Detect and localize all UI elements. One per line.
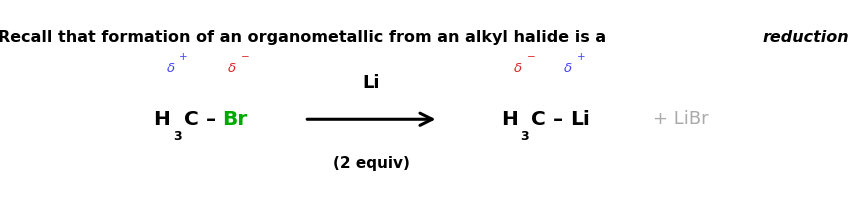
Text: –: –	[553, 110, 563, 129]
Text: (2 equiv): (2 equiv)	[333, 157, 410, 171]
Text: −: −	[527, 52, 536, 62]
Text: −: −	[240, 52, 249, 62]
Text: H: H	[154, 110, 170, 129]
Text: C: C	[184, 110, 199, 129]
Text: +: +	[180, 52, 188, 62]
Text: reduction: reduction	[762, 30, 849, 46]
Text: 3: 3	[521, 130, 529, 143]
Text: $\delta$: $\delta$	[563, 62, 573, 75]
Text: $\delta$: $\delta$	[227, 62, 236, 75]
Text: H: H	[501, 110, 518, 129]
Text: +: +	[577, 52, 586, 62]
Text: Li: Li	[570, 110, 589, 129]
Text: C: C	[531, 110, 546, 129]
Text: + LiBr: + LiBr	[654, 110, 709, 128]
Text: 3: 3	[173, 130, 181, 143]
Text: $\delta$: $\delta$	[166, 62, 175, 75]
Text: Br: Br	[222, 110, 247, 129]
Text: Li: Li	[363, 74, 380, 92]
Text: Recall that formation of an organometallic from an alkyl halide is a: Recall that formation of an organometall…	[0, 30, 612, 46]
Text: $\delta$: $\delta$	[513, 62, 523, 75]
Text: –: –	[206, 110, 215, 129]
